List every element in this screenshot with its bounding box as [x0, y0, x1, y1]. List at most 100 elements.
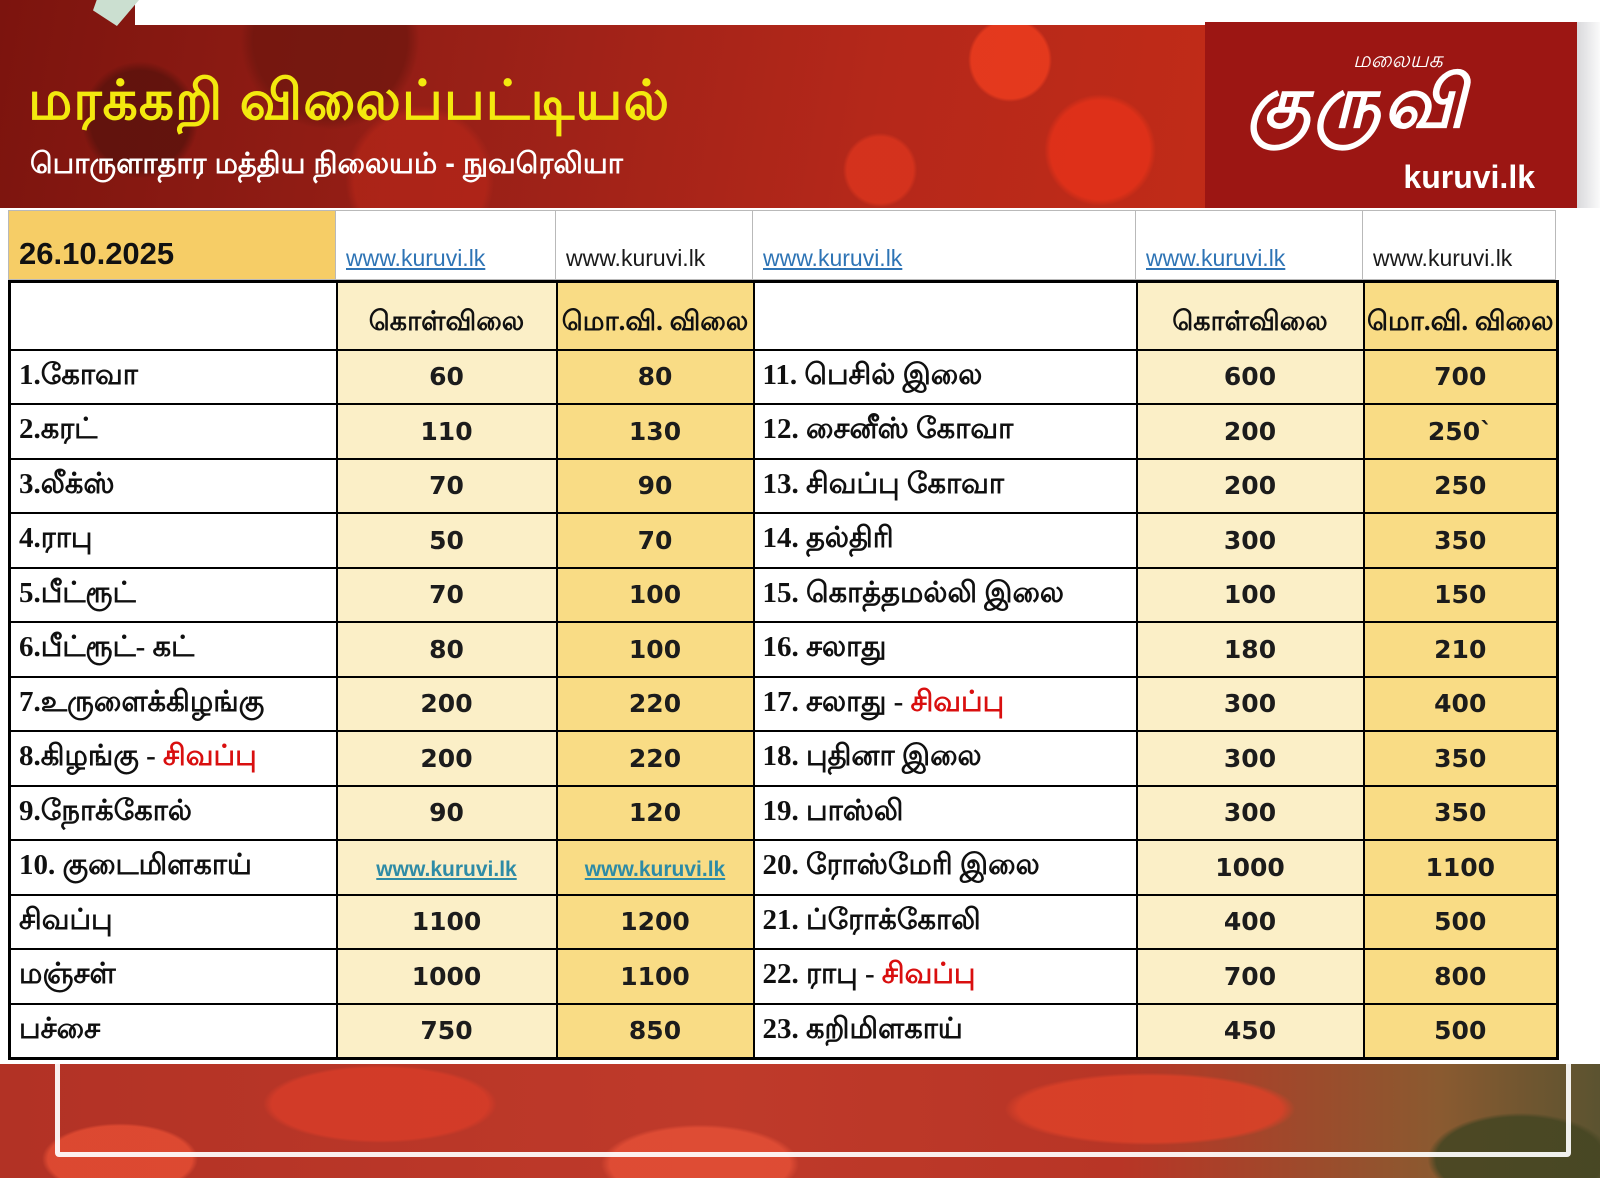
wholesale-price-cell: 150 [1362, 566, 1559, 623]
wholesale-price-value: 80 [637, 362, 673, 392]
item-name-label: 23. கறிமிளகாய் [762, 1012, 963, 1045]
kuruvi-logo: மலையக குருவி kuruvi.lk [1205, 22, 1577, 208]
item-name-red-label: சிவப்பு [881, 958, 976, 991]
wholesale-price-cell: 1100 [1362, 839, 1559, 896]
website-link[interactable]: www.kuruvi.lk [584, 857, 726, 881]
item-name-cell: 12. சைனீஸ் கோவா [752, 403, 1138, 460]
wholesale-price-cell: 700 [1362, 348, 1559, 405]
buy-price-cell: 200 [335, 730, 558, 787]
wholesale-price-value: 1200 [620, 907, 690, 937]
wholesale-price-cell: 210 [1362, 621, 1559, 678]
table-row: 4.ராபு 50 70 14. தல்திரி 300 350 [8, 512, 1559, 569]
buy-price-value: 90 [429, 798, 464, 828]
link-cell: www.kuruvi.lk [1135, 210, 1362, 280]
link-cell: www.kuruvi.lk [752, 210, 1135, 280]
item-name-label: 6.பீட்ரூட்- கட் [19, 631, 195, 664]
col-header-buy-left: கொள்விலை [335, 280, 558, 351]
item-name-cell: 3.லீக்ஸ் [8, 457, 338, 514]
item-name-cell: 2.கரட் [8, 403, 338, 460]
item-name-label: 15. கொத்தமல்லி இலை [762, 576, 1064, 609]
buy-price-cell: 450 [1135, 1002, 1365, 1059]
wholesale-price-value: 150 [1434, 580, 1487, 610]
logo-top-word: மலையக [1353, 48, 1443, 73]
wholesale-price-value: 130 [628, 416, 682, 446]
buy-price-value: 70 [429, 471, 464, 501]
buy-price-cell: 700 [1135, 948, 1365, 1005]
table-row: 8.கிழங்கு - சிவப்பு 200 220 18. புதினா இலை 3… [8, 730, 1559, 787]
buy-price-cell: 750 [335, 1002, 558, 1059]
wholesale-price-value: 1100 [1425, 852, 1496, 882]
wholesale-price-value: 90 [637, 471, 673, 501]
buy-price-cell: 60 [335, 348, 558, 405]
item-name-cell: 20. ரோஸ்மேரி இலை [752, 839, 1138, 896]
buy-price-value: 300 [1223, 798, 1277, 828]
item-name-label: 5.பீட்ரூட் [19, 576, 136, 609]
buy-price-value: 100 [1223, 580, 1277, 610]
item-name-cell: 21. ப்ரோக்கோலி [752, 893, 1138, 950]
item-name-cell: 16. சலாது [752, 621, 1138, 678]
buy-price-value: 180 [1223, 634, 1277, 664]
right-edge-strip [1577, 22, 1600, 208]
page-title: மரக்கறி விலைப்பட்டியல் [28, 69, 671, 131]
wholesale-price-cell: 250` [1362, 403, 1559, 460]
buy-price-cell: 70 [335, 457, 558, 514]
item-name-cell: 14. தல்திரி [752, 512, 1138, 569]
buy-price-value: 200 [420, 743, 473, 773]
wholesale-price-value: 400 [1434, 689, 1487, 719]
item-name-label: 1.கோவா [19, 358, 138, 391]
item-name-cell: 5.பீட்ரூட் [8, 566, 338, 623]
item-name-cell: 9.நோக்கோல் [8, 784, 338, 841]
wholesale-price-cell: 130 [555, 403, 755, 460]
table-row: பச்சை 750 850 23. கறிமிளகாய் 450 500 [8, 1002, 1559, 1059]
item-name-label: மஞ்சள் [19, 958, 116, 991]
wholesale-price-value: 250` [1427, 416, 1493, 446]
item-name-cell: 1.கோவா [8, 348, 338, 405]
item-name-cell: பச்சை [8, 1002, 338, 1059]
item-name-cell: சிவப்பு [8, 893, 338, 950]
website-link[interactable]: www.kuruvi.lk [1146, 245, 1286, 271]
wholesale-price-cell: 120 [555, 784, 755, 841]
table-row: 2.கரட் 110 130 12. சைனீஸ் கோவா 200 250` [8, 403, 1559, 460]
wholesale-price-value: 350 [1434, 798, 1487, 828]
wholesale-price-cell: 500 [1362, 1002, 1559, 1059]
wholesale-price-cell: 800 [1362, 948, 1559, 1005]
item-name-cell: 19. பாஸ்லி [752, 784, 1138, 841]
empty-header-cell [8, 280, 338, 351]
website-link[interactable]: www.kuruvi.lk [346, 245, 486, 271]
buy-price-cell: 300 [1135, 784, 1365, 841]
item-name-cell: 7.உருளைக்கிழங்கு [8, 675, 338, 732]
item-name-cell: 23. கறிமிளகாய் [752, 1002, 1138, 1059]
wholesale-price-value: 210 [1434, 634, 1487, 664]
wholesale-price-value: 700 [1434, 362, 1487, 392]
item-name-cell: மஞ்சள் [8, 948, 338, 1005]
wholesale-price-value: 120 [628, 798, 682, 828]
buy-price-value: 750 [420, 1016, 473, 1045]
table-row: 1.கோவா 60 80 11. பெசில் இலை 600 700 [8, 348, 1559, 405]
website-link[interactable]: www.kuruvi.lk [763, 245, 903, 271]
item-name-label: 13. சிவப்பு கோவா [762, 467, 1005, 500]
table-header-row: கொள்விலை மொ.வி. விலை கொள்விலை மொ.வி. வில… [8, 280, 1559, 351]
website-text: www.kuruvi.lk [1373, 245, 1513, 271]
buy-price-cell: 300 [1135, 512, 1365, 569]
buy-price-cell: 1000 [335, 948, 558, 1005]
buy-price-value: 300 [1223, 525, 1277, 555]
wholesale-price-cell: 90 [555, 457, 755, 514]
item-name-label: 20. ரோஸ்மேரி இலை [762, 849, 1040, 882]
page-subtitle: பொருளாதார மத்திய நிலையம் - நுவரெலியா [30, 148, 623, 180]
wholesale-price-value: 500 [1434, 1016, 1487, 1045]
date-label: 26.10.2025 [19, 236, 175, 271]
item-name-label: 11. பெசில் இலை [762, 358, 983, 391]
website-link[interactable]: www.kuruvi.lk [376, 857, 517, 881]
item-name-cell: 22. ராபு - சிவப்பு [752, 948, 1138, 1005]
item-name-cell: 11. பெசில் இலை [752, 348, 1138, 405]
col-header-wholesale-right: மொ.வி. விலை [1362, 280, 1559, 351]
link-cell: www.kuruvi.lk [335, 210, 555, 280]
item-name-label: சிவப்பு [19, 903, 113, 936]
item-name-label: 14. தல்திரி [762, 522, 894, 555]
buy-price-value: 200 [1223, 416, 1277, 446]
item-name-label: 19. பாஸ்லி [762, 794, 904, 827]
wholesale-price-value: 350 [1434, 743, 1487, 773]
wholesale-price-value: 70 [637, 525, 673, 555]
wholesale-price-cell: 350 [1362, 512, 1559, 569]
buy-price-value: 1000 [1215, 852, 1285, 882]
